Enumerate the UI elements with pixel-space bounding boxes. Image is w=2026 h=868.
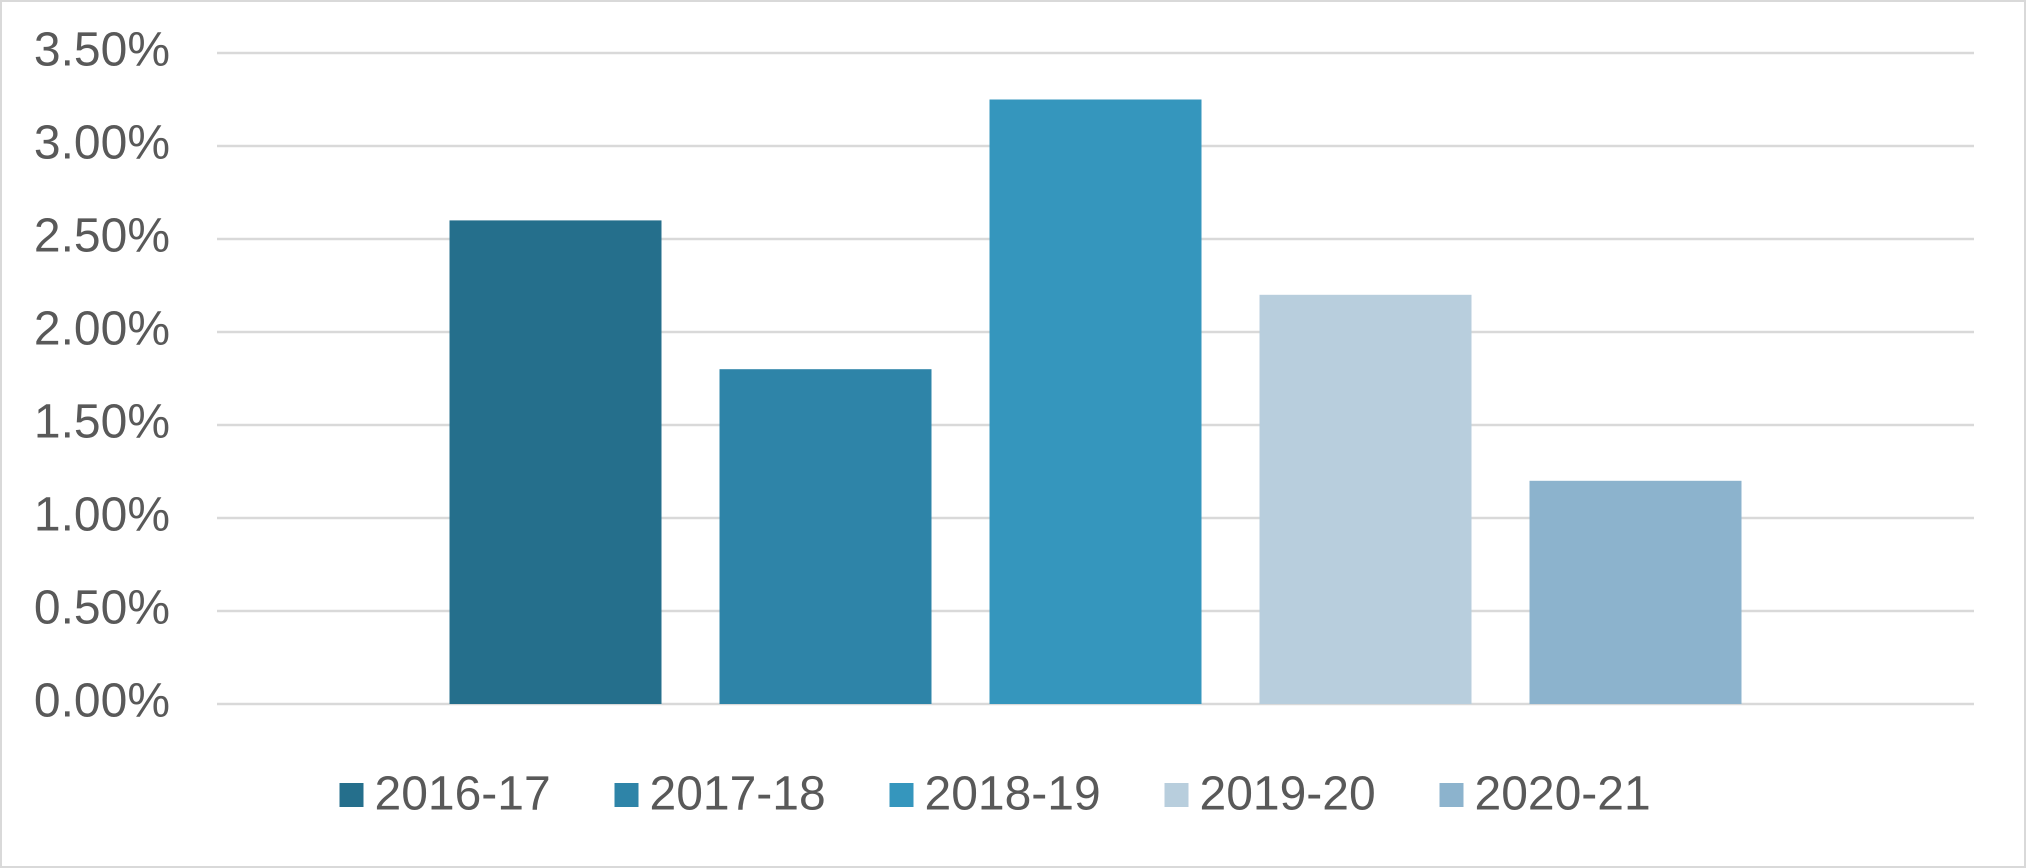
- y-tick-label: 3.50%: [34, 24, 170, 77]
- legend-label: 2018-19: [925, 768, 1101, 821]
- bar: [989, 99, 1202, 704]
- y-tick-label: 1.00%: [34, 489, 170, 542]
- legend-swatch: [889, 783, 914, 807]
- legend-swatch: [614, 783, 639, 807]
- legend-swatch: [1164, 783, 1189, 807]
- y-tick-label: 0.50%: [34, 582, 170, 635]
- legend-label: 2020-21: [1475, 768, 1651, 821]
- y-tick-label: 2.00%: [34, 303, 170, 356]
- bar: [1529, 480, 1742, 704]
- legend-label: 2016-17: [375, 768, 551, 821]
- bar: [449, 220, 662, 704]
- y-tick-label: 1.50%: [34, 396, 170, 449]
- y-tick-label: 0.00%: [34, 675, 170, 728]
- legend-swatch: [1439, 783, 1464, 807]
- bar: [719, 369, 932, 704]
- legend-label: 2017-18: [650, 768, 826, 821]
- y-tick-label: 2.50%: [34, 210, 170, 263]
- legend-swatch: [339, 783, 364, 807]
- bar: [1259, 294, 1472, 704]
- y-tick-label: 3.00%: [34, 117, 170, 170]
- legend-label: 2019-20: [1200, 768, 1376, 821]
